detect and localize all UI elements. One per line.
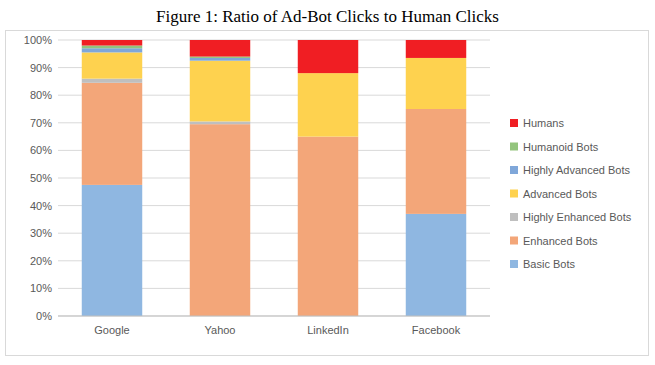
y-tick-label: 30%	[30, 227, 52, 239]
chart-frame	[6, 31, 649, 356]
chart: Figure 1: Ratio of Ad-Bot Clicks to Huma…	[0, 0, 655, 365]
x-tick-label: Google	[94, 324, 129, 336]
bar-segment	[190, 121, 250, 124]
legend-swatch	[510, 213, 518, 221]
bar-segment	[82, 79, 142, 83]
legend-label: Highly Advanced Bots	[523, 164, 631, 176]
grid-line	[58, 316, 490, 317]
grid	[58, 40, 490, 316]
bar-segment	[82, 46, 142, 49]
legend: Humans Humanoid Bots Highly Advanced Bots A…	[510, 117, 632, 270]
bar-segment	[82, 40, 142, 46]
y-tick-label: 90%	[30, 62, 52, 74]
legend-swatch	[510, 119, 518, 127]
bar-segment	[82, 83, 142, 185]
legend-label: Basic Bots	[523, 258, 575, 270]
bar-segment	[298, 73, 358, 136]
y-tick-label: 100%	[24, 34, 52, 46]
title: Figure 1: Ratio of Ad-Bot Clicks to Huma…	[156, 7, 499, 26]
x-tick-label: Yahoo	[205, 324, 236, 336]
x-tick-label: LinkedIn	[307, 324, 349, 336]
bars	[82, 40, 466, 316]
legend-swatch	[510, 166, 518, 174]
legend-label: Highly Enhanced Bots	[523, 211, 632, 223]
bar-segment	[298, 40, 358, 73]
legend-label: Humanoid Bots	[523, 141, 599, 153]
bar-segment	[190, 61, 250, 122]
bar-segment	[190, 58, 250, 61]
bar-segment	[190, 40, 250, 57]
y-tick-label: 70%	[30, 117, 52, 129]
legend-label: Advanced Bots	[523, 188, 597, 200]
legend-label: Humans	[523, 117, 564, 129]
bar-segment	[298, 137, 358, 316]
bar-segment	[406, 214, 466, 316]
bar-segment	[82, 185, 142, 316]
bar-segment	[190, 57, 250, 58]
y-tick-label: 50%	[30, 172, 52, 184]
legend-swatch	[510, 190, 518, 198]
y-tick-label: 60%	[30, 144, 52, 156]
y-tick-label: 20%	[30, 255, 52, 267]
y-tick-label: 0%	[36, 310, 52, 322]
bar-segment	[406, 40, 466, 58]
bar-segment	[82, 48, 142, 52]
y-tick-label: 10%	[30, 282, 52, 294]
legend-swatch	[510, 237, 518, 245]
x-tick-label: Facebook	[412, 324, 461, 336]
legend-label: Enhanced Bots	[523, 235, 598, 247]
x-axis-line	[58, 316, 490, 317]
legend-swatch	[510, 143, 518, 151]
y-tick-label: 40%	[30, 200, 52, 212]
bar-segment	[406, 109, 466, 214]
bar-segment	[190, 124, 250, 316]
y-tick-label: 80%	[30, 89, 52, 101]
bar-segment	[406, 58, 466, 109]
bar-segment	[82, 52, 142, 78]
legend-swatch	[510, 260, 518, 268]
